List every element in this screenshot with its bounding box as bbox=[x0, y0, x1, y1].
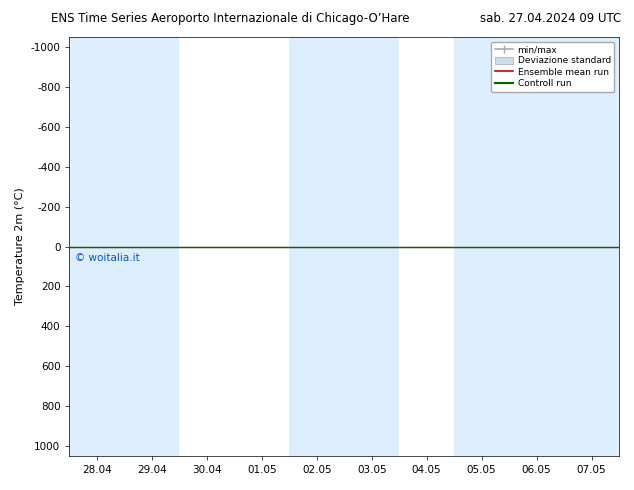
Bar bbox=[454, 37, 619, 456]
Text: sab. 27.04.2024 09 UTC: sab. 27.04.2024 09 UTC bbox=[480, 12, 621, 25]
Text: ENS Time Series Aeroporto Internazionale di Chicago-O’Hare: ENS Time Series Aeroporto Internazionale… bbox=[51, 12, 409, 25]
Legend: min/max, Deviazione standard, Ensemble mean run, Controll run: min/max, Deviazione standard, Ensemble m… bbox=[491, 42, 614, 92]
Bar bbox=[70, 37, 179, 456]
Bar bbox=[289, 37, 399, 456]
Y-axis label: Temperature 2m (°C): Temperature 2m (°C) bbox=[15, 188, 25, 305]
Text: © woitalia.it: © woitalia.it bbox=[75, 253, 139, 263]
